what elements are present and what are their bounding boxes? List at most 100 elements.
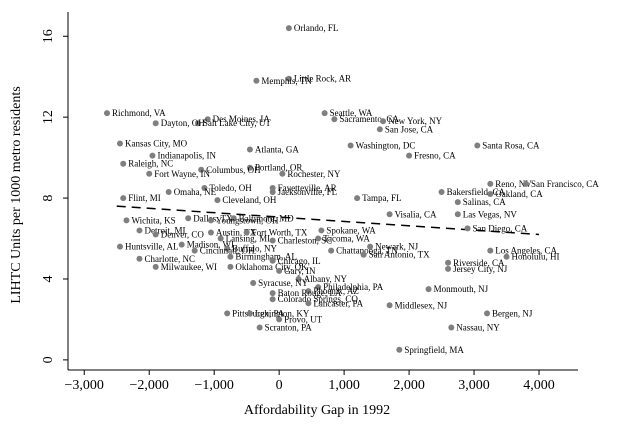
data-point (214, 197, 221, 204)
data-point (201, 184, 208, 191)
y-tick-label: 12 (41, 110, 56, 124)
point-label: Oakland, CA (495, 189, 543, 199)
data-point (243, 229, 250, 236)
point-label: Birmingham, AL (235, 252, 297, 262)
data-point (315, 235, 322, 242)
point-label: Richmond, VA (112, 108, 166, 118)
data-point (269, 189, 276, 196)
point-label: Flint, MI (128, 193, 161, 203)
point-label: Oklahoma City, OK (235, 262, 308, 272)
x-tick-label: 2,000 (393, 378, 425, 393)
y-tick-label: 8 (41, 195, 56, 202)
data-point (295, 275, 302, 282)
point-label: Lancaster, PA (313, 298, 363, 308)
y-axis-title: LIHTC Units per 1000 metro residents (9, 86, 24, 303)
data-point (318, 227, 325, 234)
point-label: Milwaukee, WI (161, 262, 217, 272)
point-label: Dayton, OH (161, 118, 205, 128)
data-point (165, 189, 172, 196)
point-label: Nassau, NY (456, 323, 500, 333)
data-point (198, 166, 205, 173)
data-point (328, 247, 335, 254)
point-label: Colorado Springs, CO (278, 294, 359, 304)
point-label: Fort Wayne, IN (154, 169, 210, 179)
point-label: Fayetteville, AR (278, 183, 337, 193)
point-label: New York, NY (388, 116, 443, 126)
data-point (103, 110, 110, 117)
data-point (331, 116, 338, 123)
data-point (149, 152, 156, 159)
data-point (227, 263, 234, 270)
data-point (354, 195, 361, 202)
point-label: Middlesex, NJ (395, 300, 448, 310)
data-point (367, 243, 374, 250)
y-tick-label: 4 (41, 275, 56, 282)
point-label: Monmouth, NJ (434, 284, 489, 294)
point-label: Spokane, WA (326, 225, 376, 235)
point-label: Phoenix, AZ (313, 286, 359, 296)
point-label: Austin, TX (216, 227, 257, 237)
point-label: Jersey City, NJ (453, 264, 508, 274)
data-point (246, 310, 253, 317)
data-point (454, 211, 461, 218)
data-point (386, 302, 393, 309)
point-label: Des Moines, IA (213, 114, 271, 124)
data-point (305, 288, 312, 295)
data-point (178, 241, 185, 248)
point-label: Fresno, CA (414, 151, 456, 161)
data-point (269, 237, 276, 244)
point-label: Seattle, WA (330, 108, 373, 118)
point-label: Baton Rouge, LA (278, 288, 342, 298)
data-point (321, 110, 328, 117)
point-label: Jacksonville, FL (278, 187, 338, 197)
data-point (445, 259, 452, 266)
point-label: Huntsville, AL (125, 242, 178, 252)
point-label: Salt Lake City, UT (203, 118, 271, 128)
data-point (152, 263, 159, 270)
data-point (227, 253, 234, 260)
point-label: Wichita, KS (131, 215, 175, 225)
x-tick-label: 0 (276, 378, 283, 393)
x-tick-label: −1,000 (194, 378, 233, 393)
data-point (207, 229, 214, 236)
data-point (246, 164, 253, 171)
data-point (276, 316, 283, 323)
point-label: Orlando, FL (294, 23, 339, 33)
point-label: Denver, CO (161, 229, 205, 239)
point-label: San Francisco, CA (531, 179, 599, 189)
point-label: Raleigh, NC (128, 159, 173, 169)
data-point (448, 324, 455, 331)
point-label: Buffalo, NY (232, 244, 277, 254)
x-tick-label: −2,000 (130, 378, 169, 393)
point-label: Las Vegas, NV (463, 209, 518, 219)
point-label: Tacoma, WA (323, 234, 370, 244)
data-point (315, 284, 322, 291)
y-tick-label: 16 (41, 29, 56, 43)
point-label: Charlotte, NC (144, 254, 195, 264)
data-point (285, 25, 292, 32)
point-label: Cincinnati, OH (200, 246, 255, 256)
point-label: Portland, OR (255, 163, 303, 173)
data-point (523, 180, 530, 187)
point-label: Washington, DC (356, 140, 416, 150)
x-tick-label: 4,000 (523, 378, 555, 393)
data-point (146, 170, 153, 177)
data-point (380, 118, 387, 125)
point-label: Baltimore, MD (239, 213, 294, 223)
data-point (464, 225, 471, 232)
data-point (503, 253, 510, 260)
point-label: Omaha, NE (174, 187, 217, 197)
point-label: Los Angeles, CA (495, 246, 557, 256)
point-label: Bergen, NJ (492, 308, 533, 318)
point-label: Provo, UT (284, 314, 323, 324)
data-point (454, 199, 461, 206)
point-label: Albany, NY (304, 274, 348, 284)
data-point (116, 243, 123, 250)
point-label: Sacramento, CA (339, 114, 399, 124)
data-point (230, 215, 237, 222)
point-label: Syracuse, NY (258, 278, 308, 288)
data-point (279, 170, 286, 177)
data-point (386, 211, 393, 218)
